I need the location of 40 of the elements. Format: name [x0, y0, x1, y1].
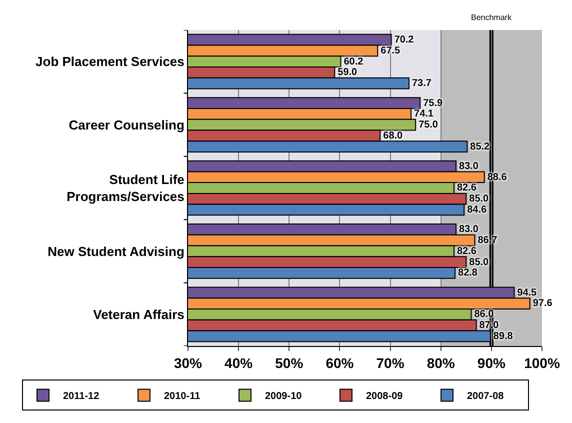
x-tick-label: 30%	[174, 354, 203, 371]
legend-label: 2011-12	[63, 391, 100, 402]
legend-label: 2007-08	[467, 391, 504, 402]
y-tick-label: Veteran Affairs	[93, 306, 184, 322]
data-label: 85.2	[470, 141, 490, 152]
x-tick-label: 60%	[326, 354, 354, 371]
x-tick-label: 80%	[426, 354, 456, 371]
x-tick-label: 90%	[477, 354, 506, 371]
data-label: 97.6	[532, 298, 553, 310]
data-label: 82.6	[457, 182, 477, 194]
data-label: 82.6	[457, 246, 477, 257]
data-label: 89.8	[493, 330, 514, 342]
legend-label: 2008-09	[366, 391, 404, 402]
data-label: 83.0	[459, 160, 479, 172]
data-label: 74.1	[414, 108, 434, 120]
x-tick-label: 70%	[376, 354, 405, 371]
ref-line-label: Benchmark	[471, 13, 512, 22]
data-label: 85.0	[469, 256, 489, 268]
data-label: 60.2	[344, 56, 364, 68]
data-label: 94.5	[517, 287, 538, 298]
data-label: 84.6	[467, 204, 487, 216]
x-tick-label: 100%	[524, 354, 560, 371]
data-label: 68.0	[383, 130, 404, 142]
data-label: 83.0	[459, 224, 479, 236]
x-tick-label: 40%	[224, 354, 254, 371]
y-tick-label: Career Counseling	[68, 117, 184, 132]
y-tick-label: Job Placement Services	[36, 54, 184, 70]
data-label: 70.2	[394, 34, 414, 46]
y-tick-label: New Student Advising	[48, 244, 184, 259]
data-label: 75.0	[418, 120, 438, 131]
data-label: 82.8	[458, 268, 478, 279]
y-tick-label: Student Life Programs/Services	[66, 172, 184, 204]
data-label: 85.0	[469, 194, 489, 205]
data-label: 75.9	[423, 98, 443, 109]
x-tick-label: 50%	[275, 354, 304, 371]
data-label: 59.0	[338, 67, 358, 78]
legend-label: 2009-10	[265, 391, 302, 402]
data-label: 67.5	[380, 45, 400, 56]
legend-label: 2010-11	[164, 391, 201, 402]
data-label: 73.7	[412, 78, 432, 90]
